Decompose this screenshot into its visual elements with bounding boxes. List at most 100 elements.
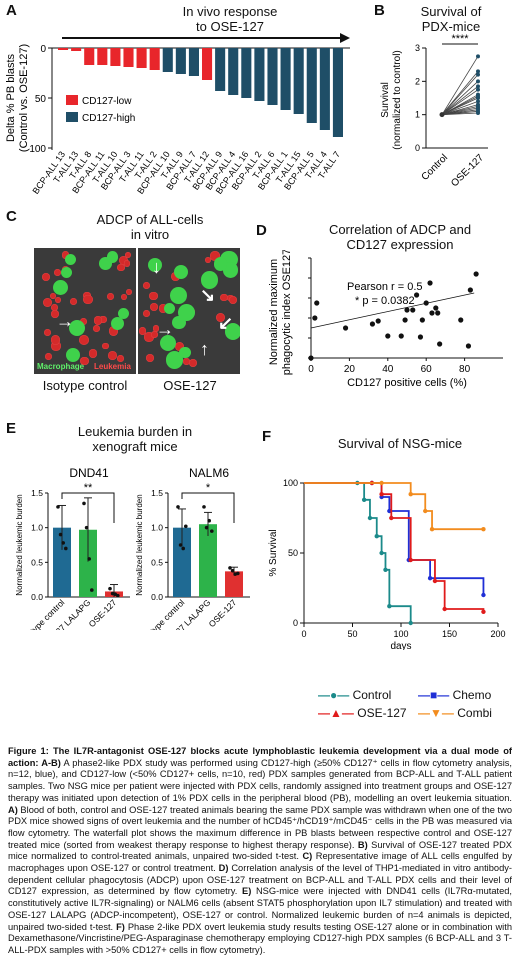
legend-ose-marker: —▲—	[318, 706, 354, 720]
f-series-marker	[389, 515, 394, 521]
legend-control-marker: —●—	[318, 688, 350, 702]
leukemia-cell	[228, 295, 238, 305]
d-point	[437, 341, 443, 347]
macrophage-cell	[117, 307, 130, 320]
leukemia-cell	[49, 292, 57, 300]
correlation-chart: 0 20 40 60 80 CD127 positive cells (%) Normali…	[268, 250, 503, 389]
macrophage-cell	[225, 323, 240, 340]
leukemia-cell	[124, 251, 132, 259]
caption-isotype: Isotype control	[42, 378, 128, 393]
figure-caption: Figure 1: The IL7R-antagonist OSE-127 bl…	[8, 746, 512, 957]
f-series-line	[304, 482, 412, 623]
d-point	[398, 333, 404, 339]
e-point	[90, 588, 94, 592]
e-signif-bracket	[181, 492, 235, 523]
panel-a-title: In vivo response to OSE-127	[120, 4, 340, 34]
d-point	[429, 310, 435, 316]
a-y-tick-label: 50	[35, 94, 47, 105]
e-bar	[199, 524, 217, 597]
leukemia-cell	[50, 335, 60, 345]
leukemia-cell	[92, 324, 100, 333]
a-bar	[228, 48, 239, 95]
e-y-tick-label: 1.5	[31, 488, 43, 498]
e-point	[58, 532, 63, 537]
b-ose-point	[476, 87, 480, 92]
a-bar	[280, 48, 291, 110]
macrophage-cell	[53, 280, 69, 296]
a-y-tick-label: 100	[29, 144, 46, 155]
f-series-marker	[379, 492, 384, 497]
d-point	[427, 280, 433, 286]
d-x-tick-label: 80	[459, 364, 471, 375]
macrophage-cell	[165, 351, 184, 369]
a-bar	[202, 48, 213, 80]
leukemia-cell	[153, 325, 160, 332]
b-ose-point	[476, 72, 480, 77]
caption-ose: OSE-127	[163, 378, 217, 393]
b-y-tick-label: 1	[415, 110, 420, 120]
d-point	[433, 305, 439, 311]
f-x-tick-label: 150	[442, 629, 457, 639]
a-bar	[110, 48, 121, 66]
leukemia-cell	[41, 272, 51, 282]
macrophage-cell	[65, 254, 77, 266]
d-point	[314, 300, 320, 306]
d-point	[385, 333, 391, 339]
macrophage-cell	[201, 271, 219, 289]
f-series-line	[304, 482, 485, 595]
e-y-tick-label: 1.0	[151, 523, 163, 533]
legend-ose-label: OSE-127	[357, 706, 407, 720]
a-bar	[188, 48, 199, 76]
b-y-label-2: (normalized to control)	[392, 50, 403, 149]
d-pvalue: * p = 0.0382	[355, 295, 415, 307]
leukemia-cell	[145, 353, 154, 362]
e-point	[87, 557, 91, 561]
b-y-tick-label: 0	[415, 143, 420, 153]
a-bar	[332, 48, 343, 137]
leukemia-cell	[143, 310, 151, 318]
f-series-marker	[383, 567, 388, 572]
d-point	[402, 317, 408, 323]
e-point	[61, 541, 65, 545]
micrograph-isotype: Macrophage Leukemia →	[34, 248, 136, 374]
leukemia-cell	[108, 326, 119, 336]
e-signif-label: *	[206, 482, 211, 494]
survival-legend: —●— Control —■— Chemo —▲— OSE-127 —▼— Co…	[318, 688, 518, 728]
f-series-marker	[481, 527, 486, 532]
macrophage-cell	[69, 319, 86, 336]
a-legend-low-swatch	[66, 95, 78, 105]
e-point	[210, 529, 214, 533]
phagocytosis-arrow-icon: ↑	[200, 339, 209, 359]
macrophage-cell	[111, 317, 125, 331]
a-bar	[319, 48, 330, 130]
e-signif-label: **	[84, 482, 93, 494]
d-point	[369, 321, 376, 327]
e-y-tick-label: 1.0	[31, 523, 43, 533]
leukemia-cell	[51, 341, 61, 351]
macrophage-cell	[164, 302, 176, 314]
f-y-tick-label: 50	[288, 548, 298, 558]
e-signif-bracket	[61, 492, 115, 523]
b-ose-point	[476, 99, 480, 104]
a-bar	[136, 48, 147, 68]
leukemia-cell	[78, 335, 89, 346]
d-y-label: Normalized maximum	[268, 259, 280, 365]
f-series-marker	[408, 557, 413, 563]
leukemia-cell	[144, 332, 154, 342]
f-series-marker	[481, 609, 486, 614]
leukemia-cell	[102, 342, 109, 350]
caption-a-body: Blood of both, control and OSE-127 treat…	[8, 804, 512, 850]
f-y-label: % Survival	[268, 529, 279, 576]
macrophage-cell	[173, 264, 189, 280]
e-bar	[79, 529, 97, 597]
caption-b-body: Survival of OSE-127 treated PDX mice nor…	[8, 839, 512, 862]
panel-d-label: D	[256, 222, 267, 239]
f-x-tick-label: 0	[301, 629, 306, 639]
leukemia-cell	[118, 255, 129, 266]
d-trendline	[310, 292, 475, 329]
leukemia-cell	[210, 251, 220, 261]
caption-d-body: Correlation analysis of the level of THP…	[8, 863, 512, 897]
legend-chemo-label: Chemo	[452, 688, 492, 702]
e-subtitle: NALM6	[189, 466, 229, 480]
leukemia-cell	[43, 328, 51, 337]
